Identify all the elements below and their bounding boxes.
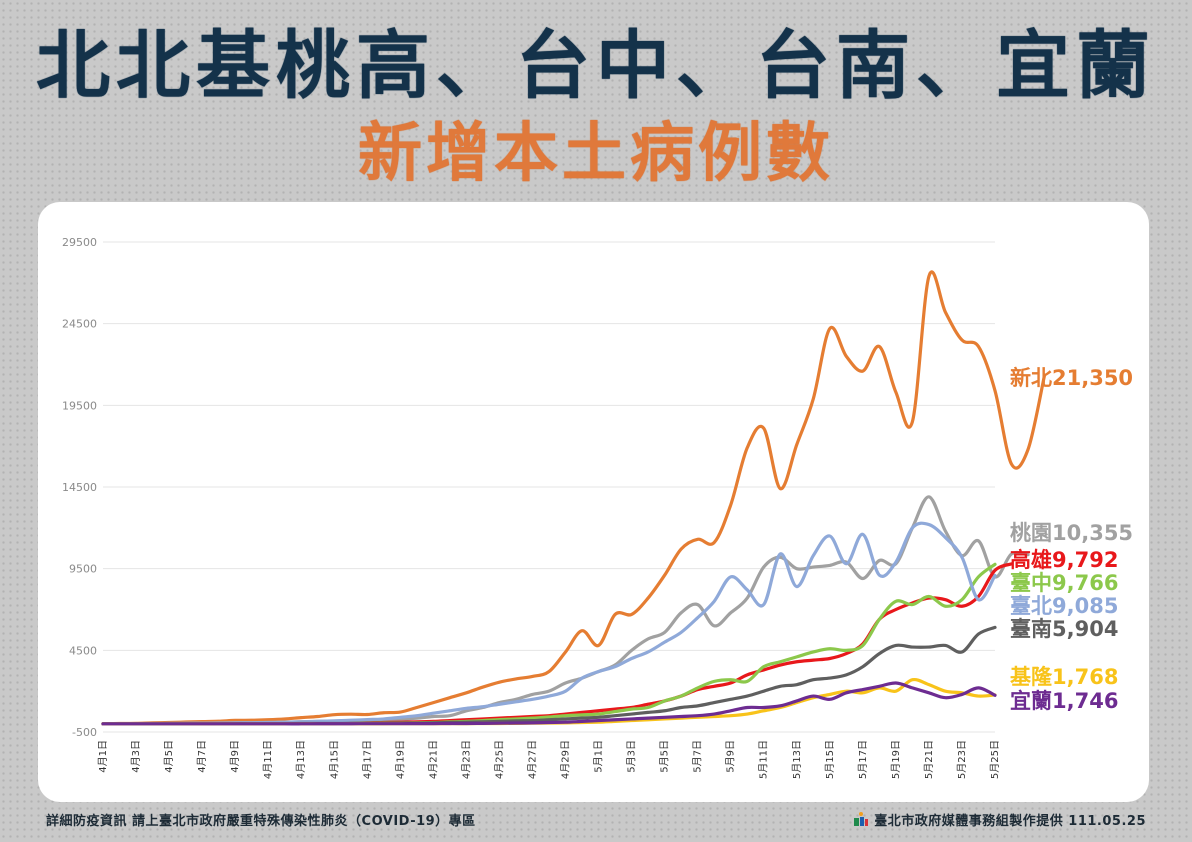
x-tick-label: 5月21日 [923,740,935,779]
footer-credit: 臺北市政府媒體事務組製作提供 111.05.25 [853,810,1146,829]
x-tick-label: 4月7日 [196,740,208,773]
x-tick-label: 4月19日 [394,740,406,779]
y-tick-label: -500 [72,726,97,739]
taipei-city-logo-icon [853,811,869,828]
x-tick-label: 4月21日 [427,740,439,779]
x-tick-label: 4月29日 [560,740,572,779]
y-tick-label: 9500 [69,563,97,576]
chart-card [38,202,1149,802]
chart-title: 北北基桃高、台中、台南、宜蘭 [36,23,1156,109]
x-tick-label: 5月9日 [725,740,737,773]
x-tick-label: 5月11日 [758,740,770,779]
series-label-高雄: 高雄9,792 [1010,548,1118,572]
x-tick-label: 4月11日 [262,740,274,779]
y-tick-label: 24500 [62,318,97,331]
series-label-基隆: 基隆1,768 [1010,665,1118,689]
x-tick-label: 5月13日 [791,740,803,779]
x-tick-label: 5月15日 [824,740,836,779]
x-tick-label: 4月9日 [229,740,241,773]
series-line-高雄 [101,562,1014,726]
series-label-臺南: 臺南5,904 [1010,617,1118,641]
series-label-新北: 新北21,350 [1010,366,1133,390]
footer-credit-text: 臺北市政府媒體事務組製作提供 111.05.25 [874,814,1146,829]
series-line-臺南 [101,625,997,726]
x-tick-label: 4月25日 [493,740,505,779]
x-tick-label: 5月1日 [593,740,605,773]
x-tick-label: 4月23日 [460,740,472,779]
y-tick-label: 29500 [62,236,97,249]
x-tick-label: 4月1日 [97,740,109,773]
x-tick-label: 5月5日 [659,740,671,773]
x-tick-label: 5月3日 [626,740,638,773]
x-tick-label: 4月27日 [526,740,538,779]
chart-subtitle: 新增本土病例數 [358,117,834,191]
y-tick-label: 19500 [62,399,97,412]
x-tick-label: 5月17日 [857,740,869,779]
x-tick-label: 4月5日 [163,740,175,773]
footer-info-text: 詳細防疫資訊 請上臺北市政府嚴重特殊傳染性肺炎（COVID-19）專區 [46,814,476,829]
y-tick-label: 14500 [62,481,97,494]
x-tick-label: 4月3日 [130,740,142,773]
x-tick-label: 5月7日 [692,740,704,773]
x-tick-label: 4月15日 [328,740,340,779]
series-line-新北 [101,270,1047,726]
series-label-臺中: 臺中9,766 [1010,571,1118,595]
x-tick-label: 4月17日 [361,740,373,779]
series-line-宜蘭 [101,681,997,726]
x-tick-label: 5月19日 [890,740,902,779]
series-label-臺北: 臺北9,085 [1010,594,1118,618]
series-label-宜蘭: 宜蘭1,746 [1010,689,1118,713]
x-tick-label: 5月23日 [956,740,968,779]
x-tick-label: 5月25日 [989,740,1001,779]
series-label-桃園: 桃園10,355 [1010,521,1133,545]
y-tick-label: 4500 [69,644,97,657]
x-tick-label: 4月13日 [295,740,307,779]
